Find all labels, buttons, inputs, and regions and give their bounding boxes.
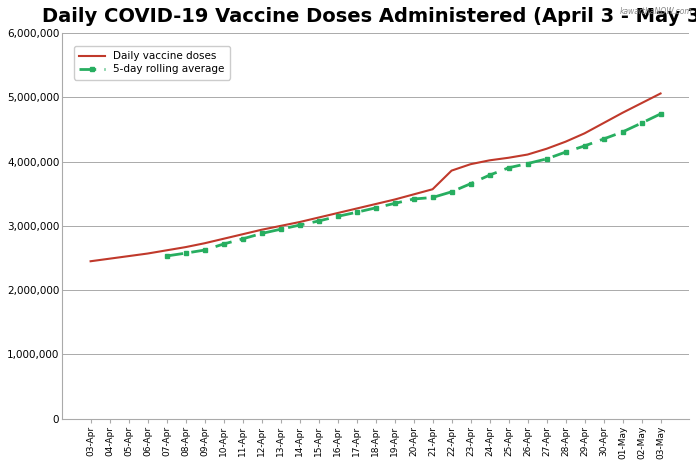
5-day rolling average [200,247,209,253]
Daily vaccine doses [295,219,303,225]
5-day rolling average [505,165,513,171]
Text: kawarthaNOW.com: kawarthaNOW.com [619,7,693,16]
Daily vaccine doses [580,130,589,136]
Line: 5-day rolling average: 5-day rolling average [164,111,663,259]
Daily vaccine doses [162,247,171,253]
Daily vaccine doses [429,186,437,192]
5-day rolling average [448,189,456,195]
Daily vaccine doses [656,91,665,96]
5-day rolling average [390,200,399,206]
5-day rolling average [542,156,551,162]
5-day rolling average [372,205,380,211]
Title: Daily COVID-19 Vaccine Doses Administered (April 3 - May 3): Daily COVID-19 Vaccine Doses Administere… [42,7,696,26]
Daily vaccine doses [505,155,513,161]
5-day rolling average [182,250,190,256]
5-day rolling average [315,218,323,224]
Daily vaccine doses [562,139,570,144]
5-day rolling average [656,111,665,116]
5-day rolling average [219,241,228,247]
5-day rolling average [295,222,303,228]
5-day rolling average [523,161,532,166]
5-day rolling average [333,213,342,219]
Daily vaccine doses [239,232,247,237]
Daily vaccine doses [485,158,493,163]
Daily vaccine doses [542,146,551,151]
Daily vaccine doses [409,192,418,197]
Legend: Daily vaccine doses, 5-day rolling average: Daily vaccine doses, 5-day rolling avera… [74,46,230,80]
Daily vaccine doses [105,256,113,261]
Daily vaccine doses [258,227,266,233]
Daily vaccine doses [466,161,475,167]
5-day rolling average [429,195,437,200]
5-day rolling average [352,210,361,215]
5-day rolling average [485,172,493,178]
5-day rolling average [618,129,626,135]
Daily vaccine doses [86,259,95,264]
5-day rolling average [409,196,418,202]
5-day rolling average [580,143,589,149]
Daily vaccine doses [390,197,399,202]
Daily vaccine doses [599,120,608,126]
Daily vaccine doses [276,223,285,229]
Daily vaccine doses [200,240,209,246]
5-day rolling average [276,226,285,232]
Daily vaccine doses [352,206,361,212]
Daily vaccine doses [315,215,323,220]
5-day rolling average [562,149,570,155]
Line: Daily vaccine doses: Daily vaccine doses [90,94,661,261]
Daily vaccine doses [638,100,646,106]
Daily vaccine doses [618,110,626,116]
Daily vaccine doses [125,254,133,259]
Daily vaccine doses [448,168,456,173]
5-day rolling average [466,181,475,186]
Daily vaccine doses [333,210,342,216]
Daily vaccine doses [372,201,380,207]
5-day rolling average [638,120,646,126]
Daily vaccine doses [182,244,190,250]
5-day rolling average [599,136,608,142]
Daily vaccine doses [143,251,152,256]
5-day rolling average [162,253,171,259]
5-day rolling average [239,236,247,242]
Daily vaccine doses [219,236,228,241]
Daily vaccine doses [523,152,532,158]
5-day rolling average [258,231,266,236]
